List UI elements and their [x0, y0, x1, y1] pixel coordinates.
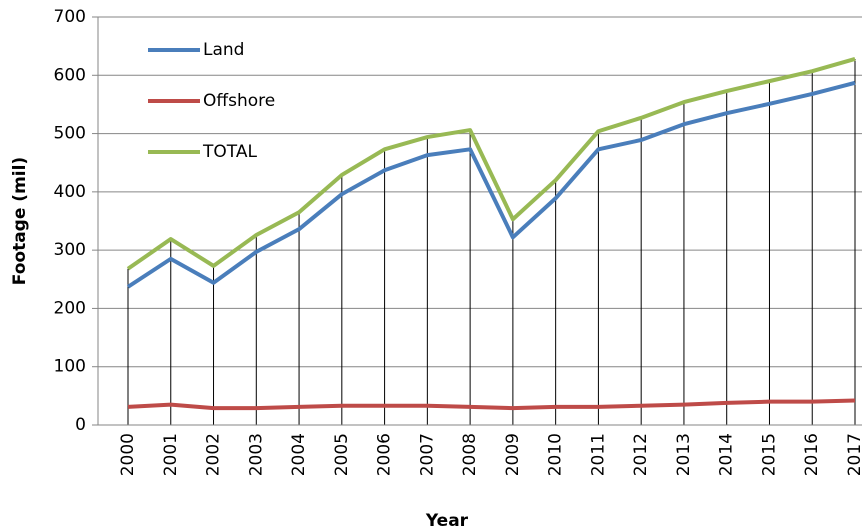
- x-tick-label: 2010: [546, 433, 566, 476]
- y-tick-label: 100: [54, 357, 86, 377]
- legend-label: Offshore: [203, 91, 275, 111]
- legend-label: Land: [203, 40, 244, 60]
- series-line: [126, 80, 856, 289]
- x-tick-label: 2013: [674, 433, 694, 476]
- x-tick-label: 2016: [802, 433, 822, 476]
- x-tick-label: 2017: [845, 433, 862, 476]
- x-tick-label: 2009: [503, 433, 523, 476]
- x-tick-label: 2006: [375, 433, 395, 476]
- y-axis-title: Footage (mil): [10, 157, 30, 285]
- y-tick-label: 200: [54, 298, 86, 318]
- x-tick-label: 2005: [332, 433, 352, 476]
- y-tick-label: 400: [54, 182, 86, 202]
- x-tick-label: 2011: [588, 433, 608, 476]
- x-tick-label: 2007: [417, 433, 437, 476]
- y-tick-label: 600: [54, 65, 86, 85]
- legend-label: TOTAL: [202, 142, 257, 162]
- y-tick-label: 300: [54, 240, 86, 260]
- series-line: [127, 398, 856, 411]
- x-tick-label: 2014: [717, 433, 737, 476]
- x-tick-label: 2008: [460, 433, 480, 476]
- x-tick-label: 2003: [246, 433, 266, 476]
- series-line: [126, 57, 856, 271]
- y-tick-label: 0: [75, 415, 86, 435]
- x-tick-label: 2001: [161, 433, 181, 476]
- x-tick-label: 2012: [631, 433, 651, 476]
- x-tick-label: 2015: [759, 433, 779, 476]
- x-tick-label: 2002: [204, 433, 224, 476]
- x-axis-title: Year: [425, 511, 469, 531]
- x-tick-label: 2000: [118, 433, 138, 476]
- x-tick-label: 2004: [289, 433, 309, 476]
- y-tick-label: 500: [54, 124, 86, 144]
- y-tick-label: 700: [54, 7, 86, 27]
